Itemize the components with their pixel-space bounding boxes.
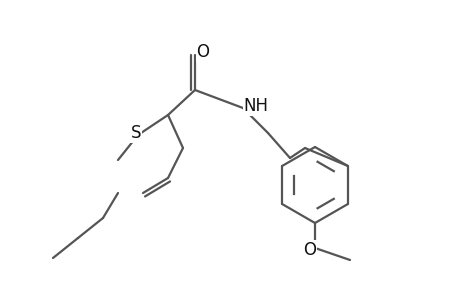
Text: O: O [196,43,209,61]
Text: NH: NH [243,97,268,115]
Text: S: S [130,124,141,142]
Text: O: O [303,241,316,259]
